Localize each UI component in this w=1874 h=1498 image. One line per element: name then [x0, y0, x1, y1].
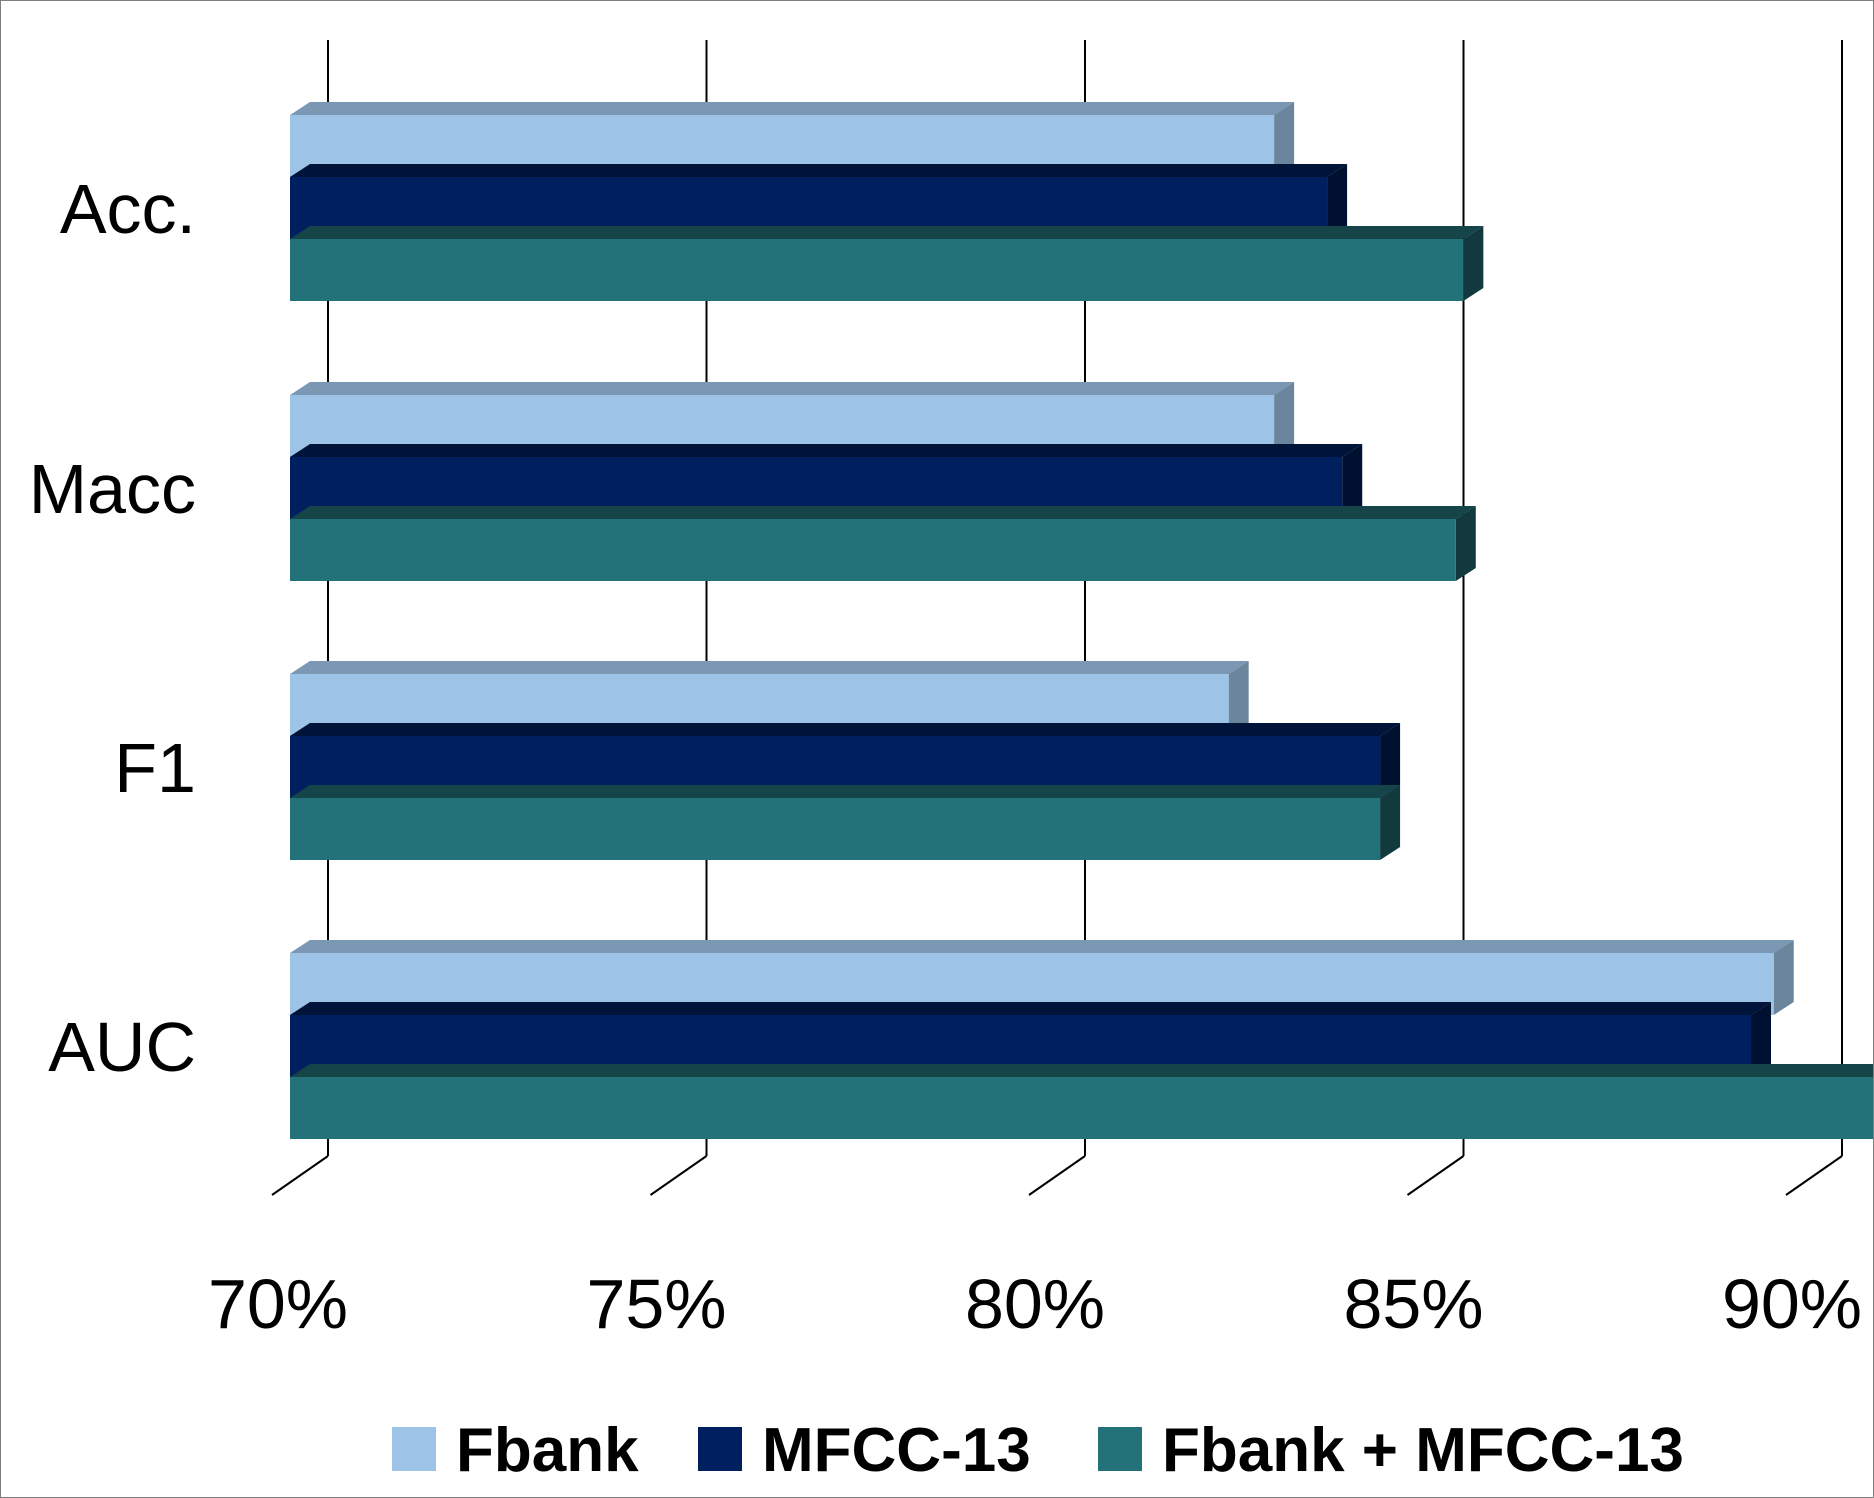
- bar-3-2: [290, 1064, 1873, 1139]
- bar-side-face: [1228, 661, 1249, 736]
- bar-side-face: [1463, 226, 1484, 301]
- floor-line-2: [1028, 1155, 1086, 1196]
- category-label: Acc.: [60, 170, 196, 248]
- bar-side-face: [1327, 164, 1348, 239]
- legend-label: Fbank: [456, 1416, 639, 1485]
- legend-swatch: [1098, 1427, 1142, 1471]
- category-labels: Acc. Macc F1 AUC: [29, 170, 196, 1086]
- legend-item: MFCC-13: [698, 1416, 1031, 1485]
- bar-2-2: [290, 785, 1401, 860]
- floor-line-1: [649, 1155, 708, 1196]
- legend: Fbank MFCC-13 Fbank + MFCC-13: [392, 1416, 1684, 1485]
- bar-top-face: [290, 102, 1295, 115]
- floor-line-4: [1785, 1155, 1843, 1196]
- bar-top-face: [290, 226, 1484, 239]
- bar-top-face: [290, 1064, 1873, 1077]
- bar-top-face: [290, 723, 1401, 736]
- x-tick-label: 80%: [965, 1265, 1105, 1343]
- x-tick-label: 85%: [1343, 1265, 1483, 1343]
- legend-item: Fbank: [392, 1416, 639, 1485]
- bars: [290, 102, 1873, 1139]
- x-tick-label: 90%: [1722, 1265, 1862, 1343]
- x-tick-label: 70%: [208, 1265, 348, 1343]
- legend-swatch: [698, 1427, 742, 1471]
- bar-top-face: [290, 164, 1348, 177]
- bar-side-face: [1274, 102, 1295, 177]
- x-tick-label: 75%: [586, 1265, 726, 1343]
- bar-front-face: [290, 798, 1381, 860]
- bar-1-2: [290, 506, 1476, 581]
- bar-side-face: [1455, 506, 1476, 581]
- legend-label: Fbank + MFCC-13: [1162, 1416, 1684, 1485]
- bar-top-face: [290, 661, 1249, 674]
- category-label: Macc: [29, 450, 196, 528]
- category-label: F1: [114, 729, 196, 807]
- bar-0-2: [290, 226, 1484, 301]
- bar-top-face: [290, 1002, 1772, 1015]
- bar-top-face: [290, 506, 1476, 519]
- bar-front-face: [290, 1077, 1873, 1139]
- legend-swatch: [392, 1427, 436, 1471]
- floor-line-3: [1406, 1155, 1465, 1196]
- bar-top-face: [290, 444, 1363, 457]
- bar-side-face: [1773, 940, 1794, 1015]
- bar-side-face: [1274, 382, 1295, 457]
- category-label: AUC: [48, 1008, 196, 1086]
- bar-side-face: [1380, 723, 1401, 798]
- bar-side-face: [1380, 785, 1401, 860]
- bar-side-face: [1751, 1002, 1772, 1077]
- bar-top-face: [290, 940, 1794, 953]
- floor-line-0: [271, 1155, 329, 1196]
- bar-front-face: [290, 519, 1456, 581]
- bar-top-face: [290, 382, 1295, 395]
- bar-side-face: [1342, 444, 1363, 519]
- legend-label: MFCC-13: [762, 1416, 1031, 1485]
- bar-top-face: [290, 785, 1401, 798]
- legend-item: Fbank + MFCC-13: [1098, 1416, 1684, 1485]
- bar-front-face: [290, 239, 1464, 301]
- x-tick-labels: 70% 75% 80% 85% 90%: [208, 1265, 1862, 1343]
